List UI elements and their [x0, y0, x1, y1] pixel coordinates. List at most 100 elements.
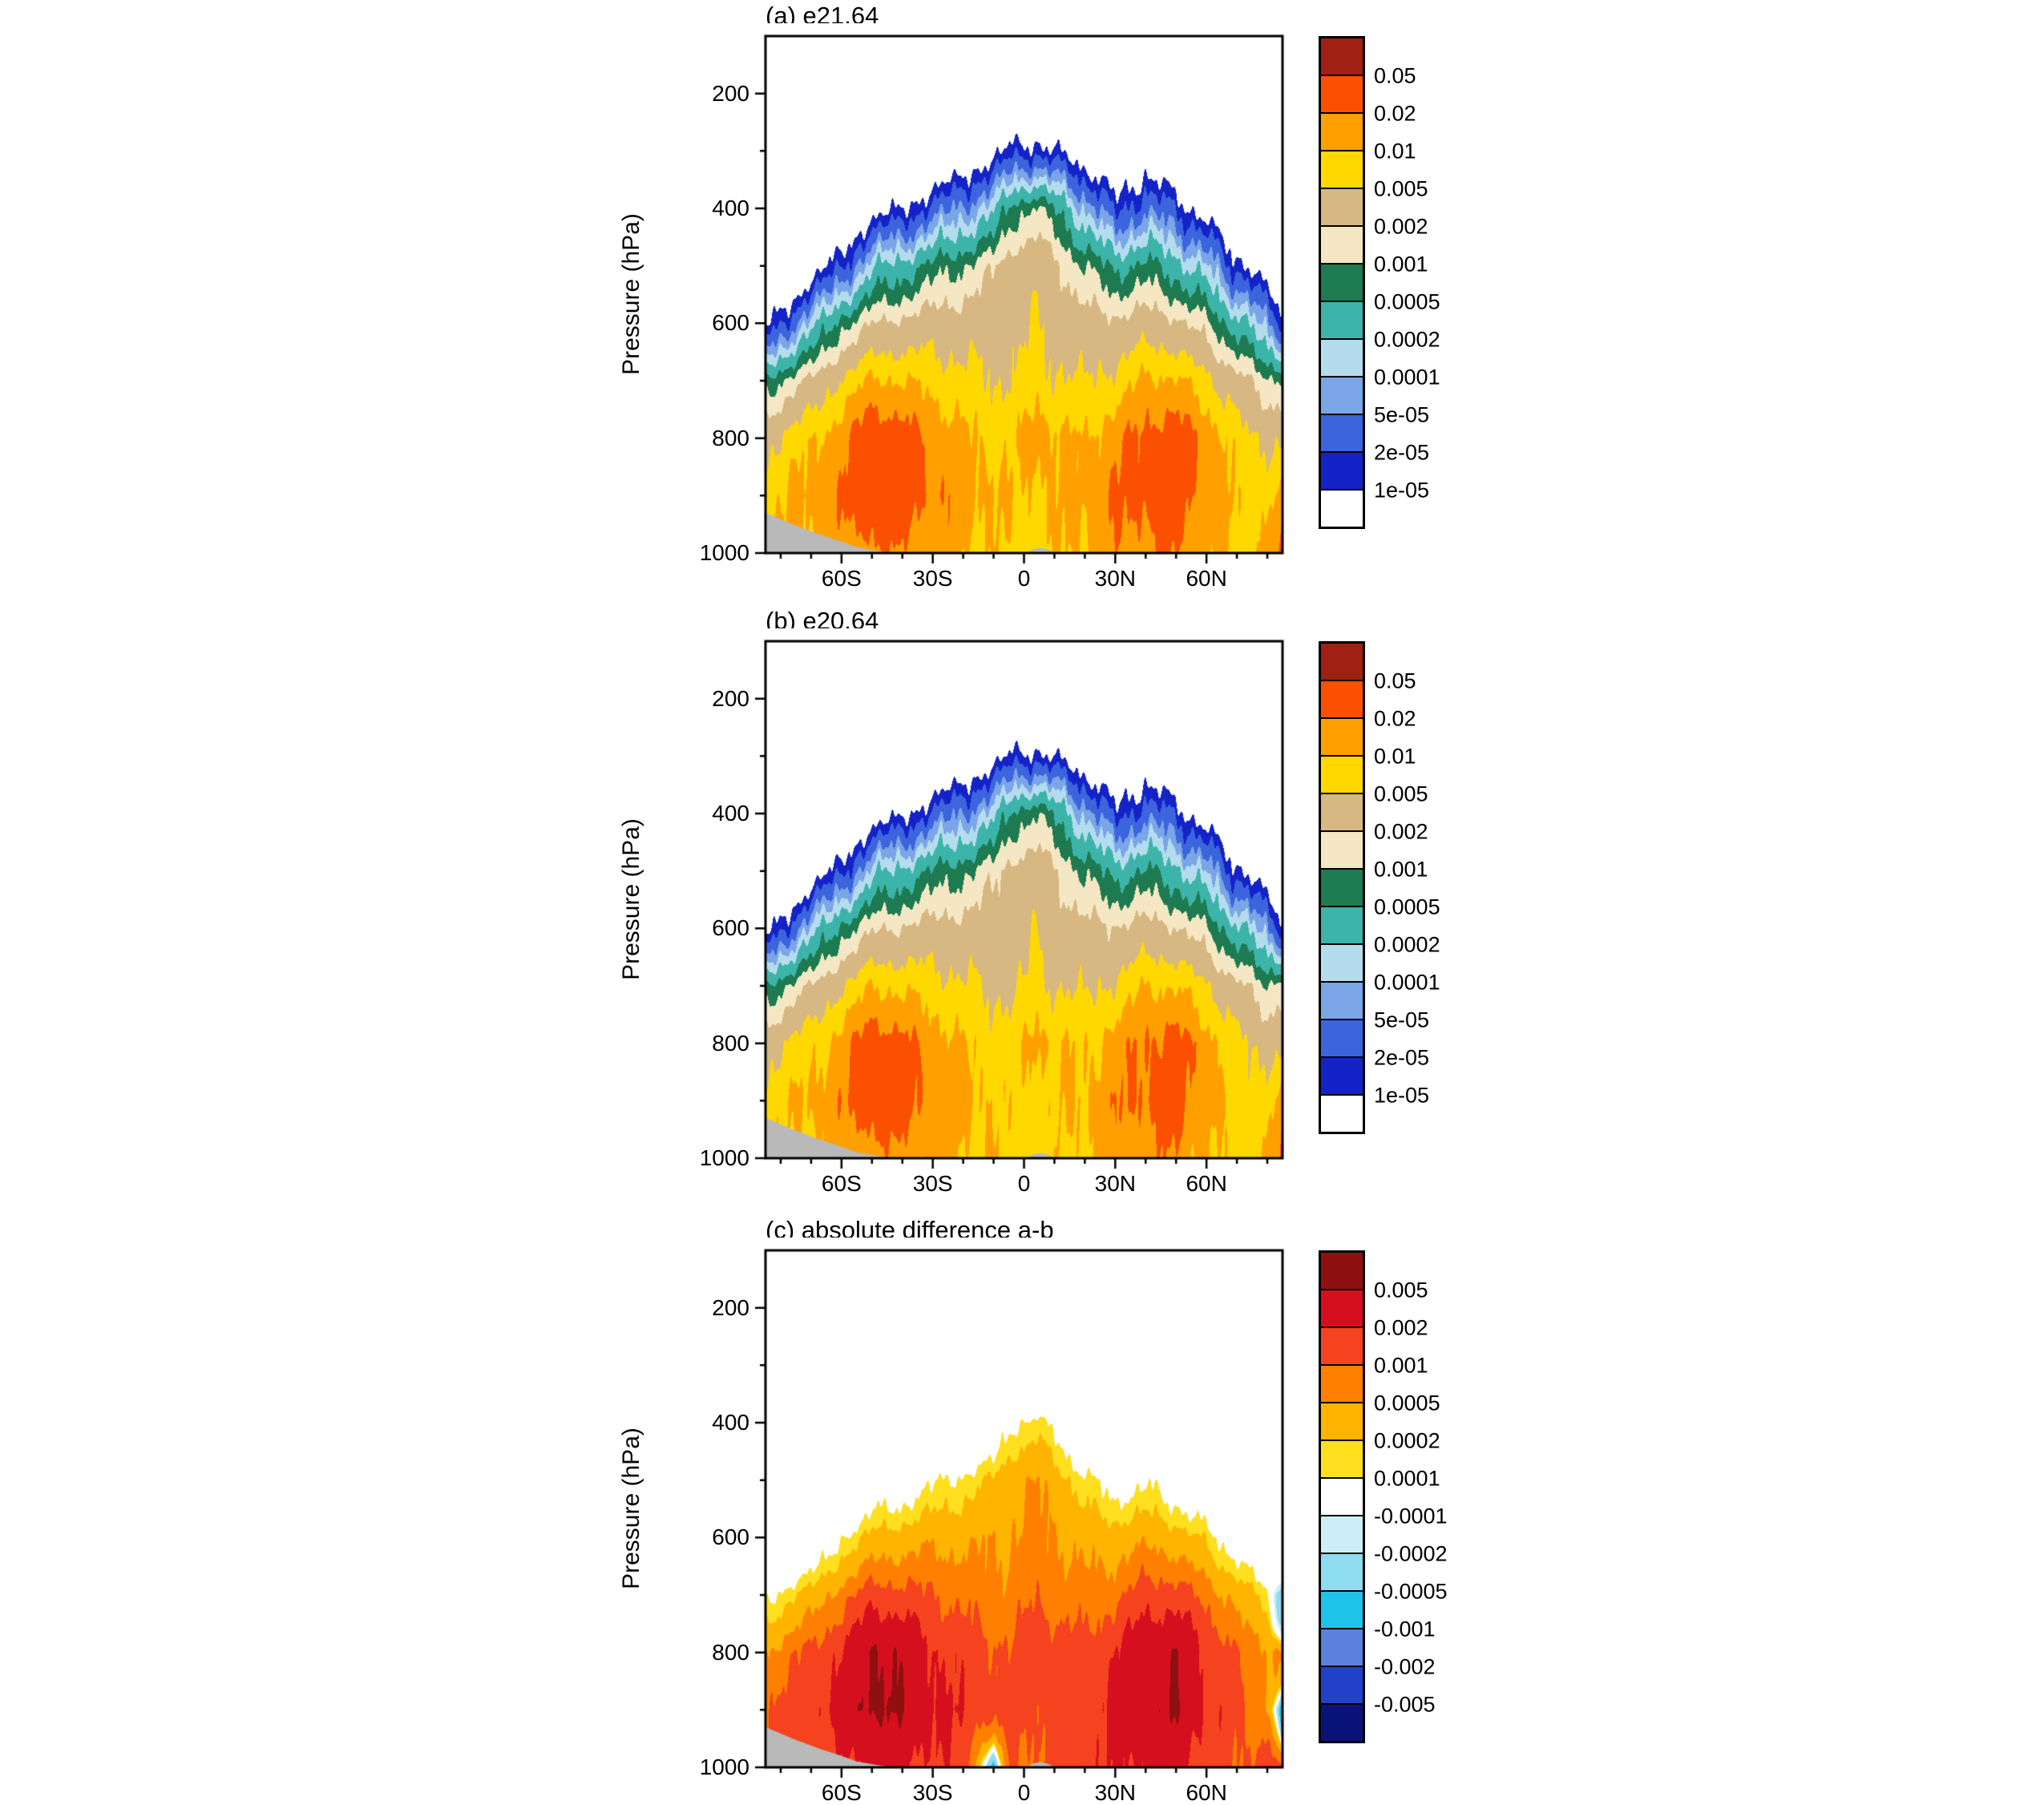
colorbar-tick-label: 0.0005 [1374, 894, 1440, 919]
y-tick-label: 800 [712, 1639, 749, 1665]
colorbar-tick-label: 0.005 [1374, 781, 1428, 806]
colorbar-cell [1321, 1289, 1363, 1326]
colorbar-tick-label: 2e-05 [1374, 1045, 1430, 1070]
panel-c-ylabel: Pressure (hPa) [618, 1427, 644, 1589]
colorbar-cell [1321, 188, 1363, 225]
y-tick-label: 800 [712, 425, 749, 450]
colorbar-cell [1321, 489, 1363, 527]
colorbar-cell [1321, 1440, 1363, 1477]
colorbar-cell [1321, 301, 1363, 338]
colorbar-cell [1321, 1703, 1363, 1741]
colorbar-cell [1321, 338, 1363, 376]
x-tick-label: 30S [912, 566, 953, 591]
colorbar-tick-label: 0.0005 [1374, 1391, 1440, 1415]
colorbar-cell [1321, 680, 1363, 717]
x-tick-label: 60N [1186, 1780, 1227, 1805]
colorbar-cell [1321, 225, 1363, 263]
colorbar-cell [1321, 981, 1363, 1019]
colorbar-tick-label: 0.02 [1374, 101, 1416, 126]
colorbar-tick-label: -0.002 [1374, 1654, 1436, 1679]
colorbar-c: 0.005 0.002 0.001 0.0005 0.0002 0.0001 -0.0001… [1319, 1250, 1448, 1743]
colorbar-tick-label: 1e-05 [1374, 478, 1430, 503]
x-tick-label: 0 [1017, 566, 1031, 591]
colorbar-cell [1321, 1364, 1363, 1402]
y-tick-label: 400 [712, 196, 749, 220]
x-tick-label: 30N [1094, 566, 1136, 591]
colorbar-cell [1321, 38, 1363, 75]
x-tick-label: 60N [1186, 1171, 1227, 1196]
colorbar-cell [1321, 644, 1363, 680]
colorbar-cell [1321, 1019, 1363, 1056]
colorbar-tick-label: 0.005 [1374, 176, 1428, 201]
colorbar-tick-label: 0.01 [1374, 139, 1416, 164]
colorbar-cell [1321, 376, 1363, 414]
y-tick-label: 1000 [699, 1755, 749, 1779]
panel-a-ylabel: Pressure (hPa) [618, 213, 644, 375]
colorbar-cell [1321, 1590, 1363, 1628]
colorbar-tick-label: -0.0002 [1374, 1541, 1448, 1566]
x-tick-label: 30N [1094, 1171, 1136, 1196]
x-tick-label: 0 [1017, 1780, 1031, 1805]
colorbar-cell [1321, 263, 1363, 301]
x-tick-label: 60S [821, 1780, 862, 1805]
colorbar-cell [1321, 755, 1363, 793]
colorbar-cell [1321, 414, 1363, 451]
colorbar-cell [1321, 1326, 1363, 1364]
colorbar-cell [1321, 1056, 1363, 1094]
colorbar-cell [1321, 943, 1363, 981]
colorbar-tick-label: 0.002 [1374, 214, 1428, 239]
panel-b-ylabel: Pressure (hPa) [618, 818, 644, 980]
colorbar-tick-label: 0.01 [1374, 744, 1416, 769]
colorbar-tick-label: 5e-05 [1374, 402, 1430, 427]
y-tick-label: 400 [712, 801, 749, 826]
colorbar-cell [1321, 830, 1363, 868]
colorbar-tick-label: 0.0002 [1374, 327, 1440, 352]
colorbar-tick-label: 0.002 [1374, 1315, 1428, 1340]
x-tick-label: 60N [1186, 566, 1227, 591]
colorbar-tick-label: -0.001 [1374, 1617, 1436, 1641]
x-tick-label: 60S [821, 1171, 862, 1196]
colorbar-tick-label: 0.05 [1374, 668, 1416, 693]
y-tick-label: 800 [712, 1030, 749, 1056]
y-tick-label: 600 [712, 915, 749, 941]
x-tick-label: 30S [912, 1780, 953, 1805]
colorbar-cell [1321, 1553, 1363, 1590]
x-tick-label: 60S [821, 566, 862, 591]
colorbar-tick-label: 0.0002 [1374, 1428, 1440, 1453]
colorbar-cell [1321, 112, 1363, 150]
colorbar-tick-label: 0.005 [1374, 1278, 1428, 1302]
colorbar-tick-label: 2e-05 [1374, 440, 1430, 465]
colorbar-cell [1321, 1253, 1363, 1289]
colorbar-tick-label: -0.005 [1374, 1692, 1436, 1717]
colorbar-tick-label: 0.0002 [1374, 932, 1440, 957]
colorbar-cell [1321, 1628, 1363, 1666]
y-tick-label: 200 [712, 1294, 749, 1320]
colorbar-tick-label: 0.002 [1374, 819, 1428, 844]
y-tick-label: 400 [712, 1410, 749, 1435]
colorbar-tick-label: 0.001 [1374, 857, 1428, 882]
colorbar-cell [1321, 451, 1363, 489]
contour-plot-c [753, 1238, 1295, 1780]
colorbar-cell [1321, 717, 1363, 755]
colorbar-tick-label: 0.02 [1374, 706, 1416, 731]
y-tick-label: 1000 [699, 540, 749, 565]
colorbar-tick-label: 0.0001 [1374, 1466, 1440, 1491]
colorbar-tick-label: 0.05 [1374, 63, 1416, 88]
x-tick-label: 0 [1017, 1171, 1031, 1196]
y-tick-label: 200 [712, 80, 749, 106]
colorbar-tick-label: 0.0005 [1374, 289, 1440, 314]
colorbar-a: 0.05 0.02 0.01 0.005 0.002 0.001 0.0005 0.0002 0… [1319, 36, 1440, 529]
y-tick-label: 200 [712, 685, 749, 711]
colorbar-tick-label: 0.0001 [1374, 970, 1440, 995]
y-tick-label: 600 [712, 1524, 749, 1550]
colorbar-cell [1321, 1515, 1363, 1553]
y-tick-label: 600 [712, 310, 749, 336]
colorbar-tick-label: 1e-05 [1374, 1083, 1430, 1108]
contour-plot-a [753, 23, 1295, 566]
colorbar-tick-label: 0.001 [1374, 1353, 1428, 1378]
colorbar-cell [1321, 75, 1363, 112]
x-tick-label: 30S [912, 1171, 953, 1196]
contour-plot-b [753, 628, 1295, 1171]
colorbar-cell [1321, 1402, 1363, 1440]
